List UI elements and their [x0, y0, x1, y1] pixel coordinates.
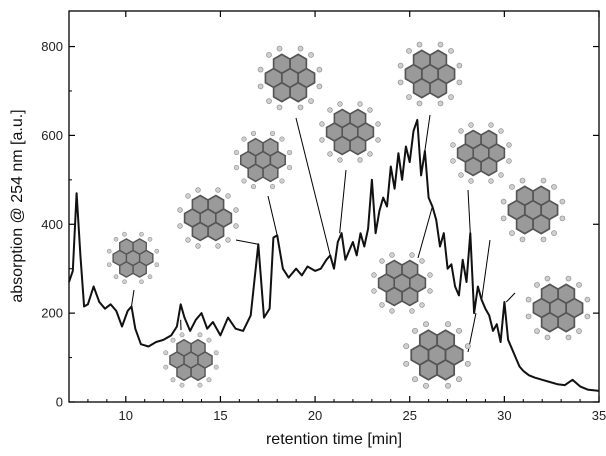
molecule-annotation-4-leader	[267, 195, 278, 236]
x-tick-label-25: 25	[402, 408, 416, 423]
tick-labels: 10 15 20 25 30 35 0 200 400 600 800	[41, 39, 606, 423]
molecule-annotation-6	[318, 100, 382, 164]
x-tick-label-20: 20	[308, 408, 322, 423]
molecule-annotation-11	[500, 177, 566, 243]
chromatogram-line	[68, 118, 600, 392]
molecule-annotation-10	[402, 320, 472, 390]
molecule-annotation-8	[370, 251, 434, 315]
molecule-annotation-8-leader	[417, 206, 433, 259]
molecule-annotation-3	[176, 186, 240, 250]
molecule-annotation-3-leader	[235, 239, 259, 245]
axis-ticks	[68, 11, 600, 403]
molecule-annotation-7-leader	[424, 114, 431, 152]
molecule-annotation-6-leader	[339, 169, 347, 234]
molecule-annotation-5-leader	[295, 117, 331, 256]
x-tick-label-30: 30	[497, 408, 511, 423]
x-axis-label: retention time [min]	[266, 431, 402, 448]
molecule-annotation-1-leader	[130, 289, 135, 307]
y-tick-label-600: 600	[41, 128, 63, 143]
y-tick-label-400: 400	[41, 217, 63, 232]
molecule-annotation-9	[449, 121, 513, 185]
molecule-annotation-4	[233, 130, 293, 190]
molecule-annotation-9-leader	[467, 189, 471, 234]
y-tick-label-800: 800	[41, 39, 63, 54]
molecule-annotation-7	[397, 41, 463, 107]
plot-area: 10 15 20 25 30 35 0 200 400 600 800	[41, 10, 606, 423]
molecule-annotation-12-leader	[505, 292, 516, 303]
molecule-structures	[106, 41, 591, 390]
molecule-annotation-1	[106, 231, 160, 285]
y-tick-label-200: 200	[41, 306, 63, 321]
molecule-annotation-11-leader	[481, 239, 491, 300]
molecule-annotation-2	[162, 331, 220, 389]
molecule-annotation-12	[525, 275, 591, 341]
x-tick-label-15: 15	[213, 408, 227, 423]
leader-lines	[130, 114, 516, 353]
y-tick-label-0: 0	[56, 395, 63, 410]
x-tick-label-10: 10	[119, 408, 133, 423]
x-tick-label-35: 35	[592, 408, 606, 423]
y-axis-label: absorption @ 254 nm [a.u.]	[9, 109, 26, 302]
molecule-annotation-5	[257, 45, 323, 111]
